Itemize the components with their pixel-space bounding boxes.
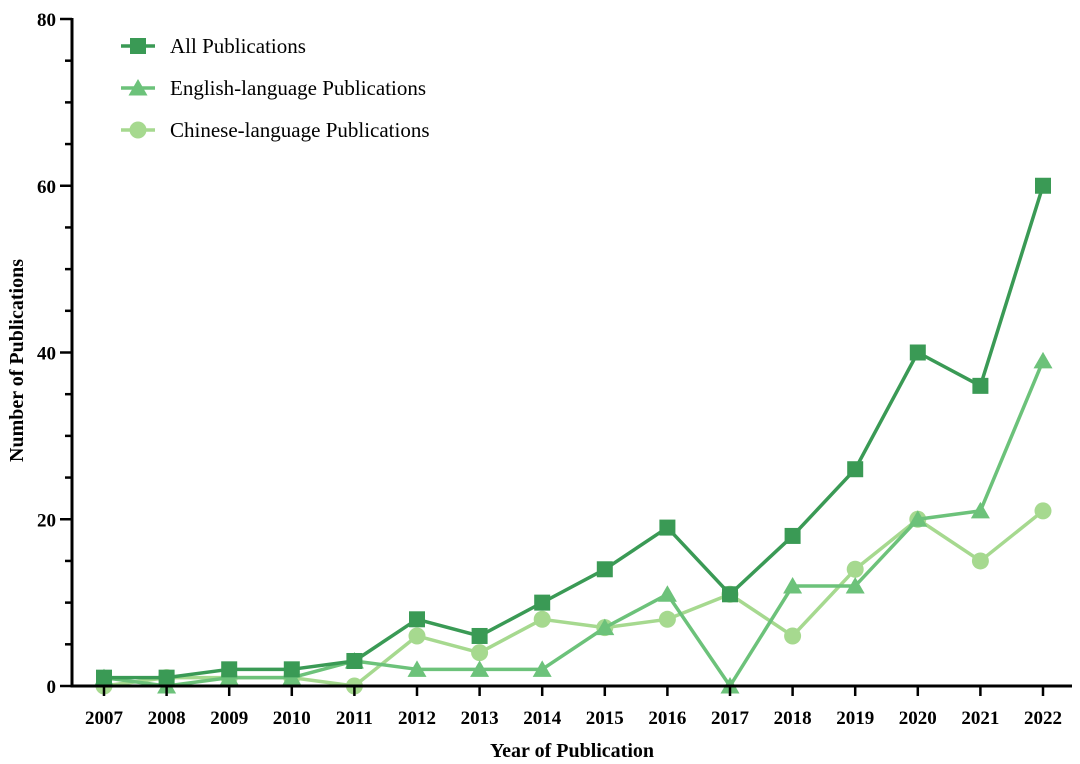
data-point-chinese	[1034, 502, 1052, 520]
legend-marker	[128, 79, 148, 96]
data-point-all	[471, 627, 488, 644]
x-tick-label: 2011	[336, 708, 373, 729]
data-point-english	[1033, 351, 1053, 369]
data-point-chinese	[471, 644, 489, 662]
data-point-all	[659, 519, 676, 536]
legend-item-all: All Publications	[121, 34, 306, 58]
series-line-all	[104, 185, 1045, 680]
data-point-chinese	[408, 627, 426, 645]
data-point-english	[657, 585, 677, 602]
data-point-all	[784, 527, 801, 544]
x-tick-label: 2014	[523, 708, 562, 729]
data-point-all	[346, 652, 363, 669]
plot-area	[94, 177, 1053, 695]
y-axis-title: Number of Publications	[6, 259, 28, 462]
data-point-english	[532, 660, 552, 677]
y-tick-label: 0	[47, 677, 57, 698]
data-point-all	[96, 669, 112, 686]
y-tick-label: 60	[37, 177, 56, 198]
data-point-all	[158, 669, 175, 686]
x-tick-label: 2019	[836, 708, 874, 729]
data-point-english	[908, 510, 928, 527]
data-point-all	[534, 594, 551, 611]
data-point-english	[783, 576, 803, 594]
data-point-all	[722, 586, 738, 603]
y-tick-label: 20	[37, 510, 56, 531]
series-all	[96, 177, 1051, 686]
x-tick-label: 2018	[774, 708, 812, 729]
data-point-all	[847, 461, 864, 478]
x-tick-label: 2021	[961, 708, 999, 729]
x-tick-label: 2016	[648, 708, 686, 729]
x-axis-title: Year of Publication	[490, 740, 654, 762]
legend-item-chinese: Chinese-language Publications	[121, 118, 430, 142]
data-point-all	[409, 611, 425, 628]
x-tick-label: 2013	[461, 708, 499, 729]
series-english	[94, 351, 1053, 694]
legend-marker	[130, 38, 146, 54]
legend: All Publications English-language Publica…	[121, 34, 430, 142]
data-point-all	[1035, 177, 1051, 194]
x-tick-label: 2015	[586, 708, 624, 729]
x-tick-label: 2020	[899, 708, 937, 729]
y-tick-label: 40	[37, 344, 56, 365]
data-point-english	[845, 576, 865, 594]
legend-label: All Publications	[170, 34, 306, 58]
legend-item-english: English-language Publications	[121, 76, 426, 100]
legend-label: Chinese-language Publications	[170, 118, 430, 142]
data-point-english	[595, 618, 615, 636]
x-tick-label: 2008	[148, 708, 186, 729]
data-point-all	[909, 344, 926, 361]
data-point-english	[407, 660, 427, 677]
x-tick-label: 2022	[1024, 708, 1062, 729]
data-point-chinese	[658, 610, 676, 628]
data-point-all	[972, 377, 989, 394]
series-line-english	[103, 360, 1045, 688]
legend-label: English-language Publications	[170, 76, 426, 100]
data-point-chinese	[846, 560, 864, 578]
x-tick-label: 2009	[210, 708, 248, 729]
data-point-english	[970, 501, 990, 519]
x-tick-label: 2017	[711, 708, 750, 729]
x-tick-label: 2012	[398, 708, 436, 729]
data-point-chinese	[971, 552, 989, 570]
data-point-chinese	[533, 610, 551, 628]
x-tick-label: 2007	[85, 708, 124, 729]
data-point-english	[470, 660, 490, 677]
data-point-all	[283, 661, 300, 678]
axes: 0 20 40 60 80 2007 2008 2009 2010 2011 2012 2013 201…	[37, 10, 1072, 729]
x-tick-label: 2010	[273, 708, 311, 729]
data-point-all	[221, 661, 238, 678]
legend-marker	[129, 121, 147, 139]
data-point-all	[596, 561, 613, 578]
data-point-chinese	[784, 627, 802, 645]
y-tick-label: 80	[37, 10, 56, 31]
